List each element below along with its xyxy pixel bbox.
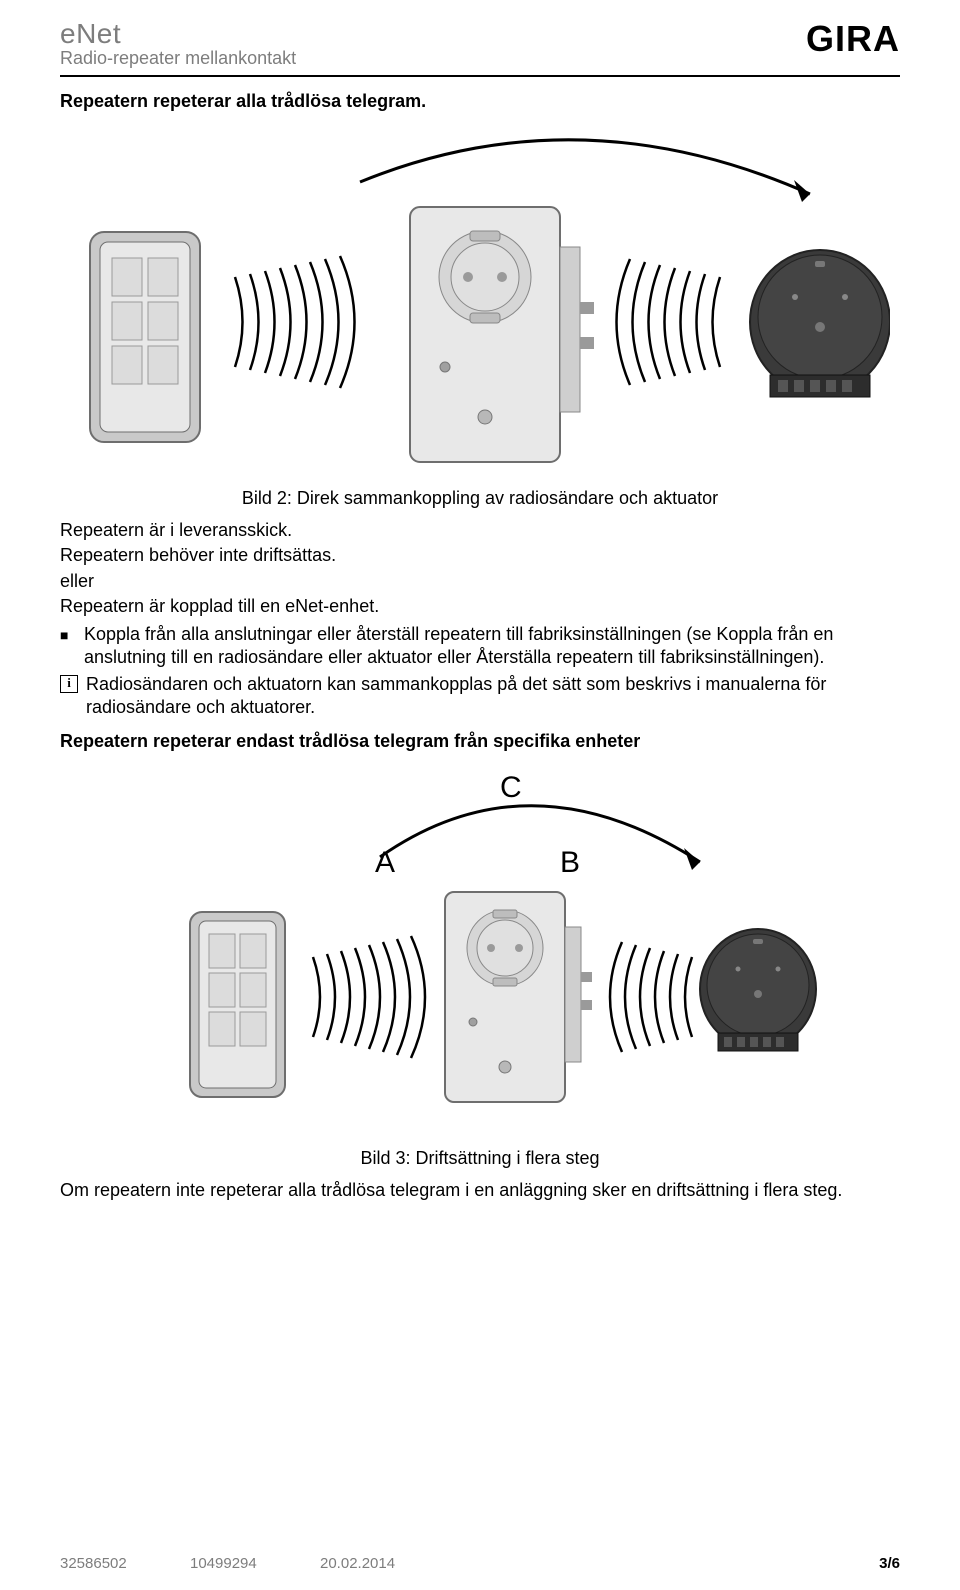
brand-logo: GIRA	[806, 18, 900, 60]
label-C: C	[500, 771, 522, 804]
para-4: Repeatern är kopplad till en eNet-enhet.	[60, 595, 900, 618]
bullet-text: Koppla från alla anslutningar eller åter…	[84, 623, 900, 669]
bullet-item: ■ Koppla från alla anslutningar eller åt…	[60, 623, 900, 669]
figure-2-caption: Bild 2: Direk sammankoppling av radiosän…	[60, 488, 900, 509]
header-left: eNet Radio-repeater mellankontakt	[60, 18, 296, 69]
page-header: eNet Radio-repeater mellankontakt GIRA	[60, 18, 900, 69]
label-B: B	[560, 846, 580, 879]
figure-2	[60, 122, 900, 482]
label-A: A	[375, 846, 395, 879]
para-2: Repeatern behöver inte driftsättas.	[60, 544, 900, 567]
doc-product-name: Radio-repeater mellankontakt	[60, 48, 296, 69]
footer-page-number: 3/6	[879, 1555, 900, 1572]
info-text: Radiosändaren och aktuatorn kan sammanko…	[86, 673, 900, 719]
info-item: i Radiosändaren och aktuatorn kan samman…	[60, 673, 900, 719]
info-icon: i	[60, 675, 78, 693]
footer-code-2: 10499294	[190, 1555, 320, 1572]
figure-3-caption: Bild 3: Driftsättning i flera steg	[60, 1148, 900, 1169]
page-footer: 32586502 10499294 20.02.2014 3/6	[60, 1555, 900, 1572]
footer-code-1: 32586502	[60, 1555, 190, 1572]
figure-3: A B C	[60, 762, 900, 1142]
section-title-2: Repeatern repeterar endast trådlösa tele…	[60, 731, 900, 752]
bullet-square-icon: ■	[60, 623, 84, 645]
doc-product-line: eNet	[60, 18, 296, 50]
footer-date: 20.02.2014	[320, 1555, 879, 1572]
header-divider	[60, 75, 900, 77]
para-1: Repeatern är i leveransskick.	[60, 519, 900, 542]
closing-paragraph: Om repeatern inte repeterar alla trådlös…	[60, 1179, 900, 1202]
section-title-1: Repeatern repeterar alla trådlösa telegr…	[60, 91, 900, 112]
para-3: eller	[60, 570, 900, 593]
